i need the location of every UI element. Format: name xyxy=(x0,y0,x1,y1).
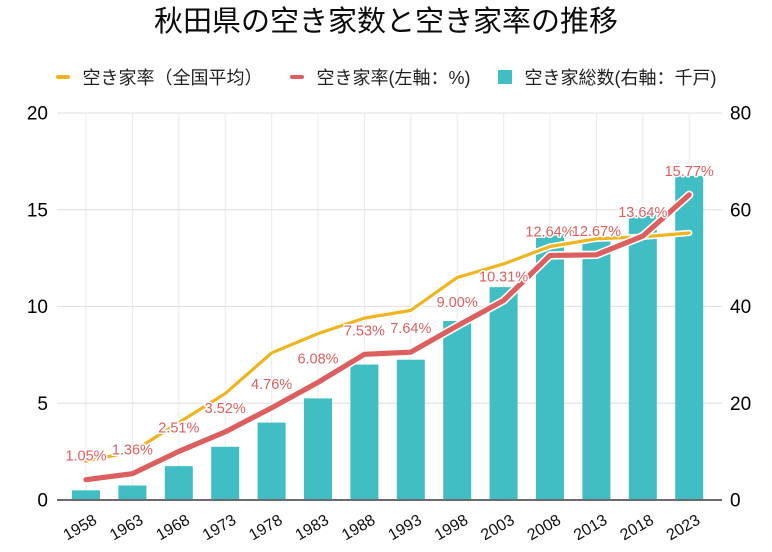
x-axis-label: 2008 xyxy=(525,512,564,545)
bar-vacant-total xyxy=(536,233,564,500)
x-axis-label: 1978 xyxy=(246,512,285,545)
legend-marker-national-average-icon xyxy=(55,75,70,79)
bar-vacant-total xyxy=(628,214,657,500)
x-axis-label: 2023 xyxy=(664,512,703,545)
rate-data-label: 12.64% xyxy=(525,224,574,240)
bar-vacant-total xyxy=(675,175,704,500)
left-axis-tick: 20 xyxy=(27,104,48,125)
legend-item-prefecture-rate: 空き家率(左軸：%) xyxy=(289,64,471,90)
x-axis-label: 1993 xyxy=(385,512,424,545)
rate-data-label: 1.05% xyxy=(65,449,106,465)
left-axis-tick: 15 xyxy=(27,200,48,221)
bar-vacant-total xyxy=(164,466,193,500)
rate-data-label: 12.67% xyxy=(572,224,621,240)
bar-vacant-total xyxy=(489,287,518,500)
left-axis-tick: 10 xyxy=(27,297,48,318)
legend-marker-vacant-total-icon xyxy=(497,70,512,84)
right-axis-tick: 20 xyxy=(730,394,751,415)
bar-vacant-total xyxy=(257,422,286,500)
right-axis-tick: 60 xyxy=(730,200,751,221)
legend-label-prefecture-rate: 空き家率(左軸：%) xyxy=(316,68,471,88)
rate-data-label: 13.64% xyxy=(618,205,667,221)
x-axis-label: 1988 xyxy=(339,512,378,545)
legend-label-vacant-total: 空き家総数(右軸：千戸) xyxy=(524,68,717,88)
rate-data-label: 3.52% xyxy=(205,401,246,417)
rate-data-label: 2.51% xyxy=(158,420,199,436)
right-axis-tick: 0 xyxy=(730,491,741,512)
x-axis-label: 2013 xyxy=(571,512,610,545)
legend-label-national-average: 空き家率（全国平均） xyxy=(82,68,263,88)
legend-item-vacant-total: 空き家総数(右軸：千戸) xyxy=(497,64,717,90)
bar-vacant-total xyxy=(396,359,425,500)
rate-data-label: 7.64% xyxy=(390,321,431,337)
rate-data-label: 10.31% xyxy=(479,270,528,286)
right-axis-tick: 40 xyxy=(730,297,751,318)
left-axis-tick: 0 xyxy=(37,491,48,512)
rate-data-label: 1.36% xyxy=(112,443,153,459)
legend-marker-prefecture-rate-icon xyxy=(289,75,304,79)
x-axis-label: 1973 xyxy=(200,512,239,545)
rate-data-label: 15.77% xyxy=(665,164,714,180)
x-axis-label: 1998 xyxy=(432,512,471,545)
right-axis-tick: 80 xyxy=(730,104,751,125)
bar-vacant-total xyxy=(118,485,147,500)
chart-legend: 空き家率（全国平均） 空き家率(左軸：%) 空き家総数(右軸：千戸) xyxy=(0,64,772,90)
bar-vacant-total xyxy=(350,364,379,500)
x-axis-label: 2003 xyxy=(478,512,517,545)
bar-vacant-total xyxy=(72,490,100,500)
x-axis-label: 1963 xyxy=(107,512,146,545)
national-average-line xyxy=(84,231,691,463)
bar-vacant-total xyxy=(211,446,240,500)
bar-vacant-total xyxy=(582,238,611,500)
rate-data-label: 9.00% xyxy=(437,295,478,311)
left-axis-tick: 5 xyxy=(37,394,48,415)
rate-data-label: 4.76% xyxy=(251,377,292,393)
x-axis-label: 2018 xyxy=(617,512,656,545)
prefecture-rate-line xyxy=(83,192,692,483)
x-axis-label: 1968 xyxy=(153,512,192,545)
x-axis-label: 1958 xyxy=(61,512,100,545)
bar-vacant-total xyxy=(304,398,332,500)
rate-data-label: 7.53% xyxy=(344,323,385,339)
rate-data-label: 6.08% xyxy=(297,351,338,367)
x-axis-label: 1983 xyxy=(293,512,332,545)
chart-title: 秋田県の空き家数と空き家率の推移 xyxy=(153,6,618,38)
bar-vacant-total xyxy=(443,321,472,500)
legend-item-national-average: 空き家率（全国平均） xyxy=(55,64,263,90)
